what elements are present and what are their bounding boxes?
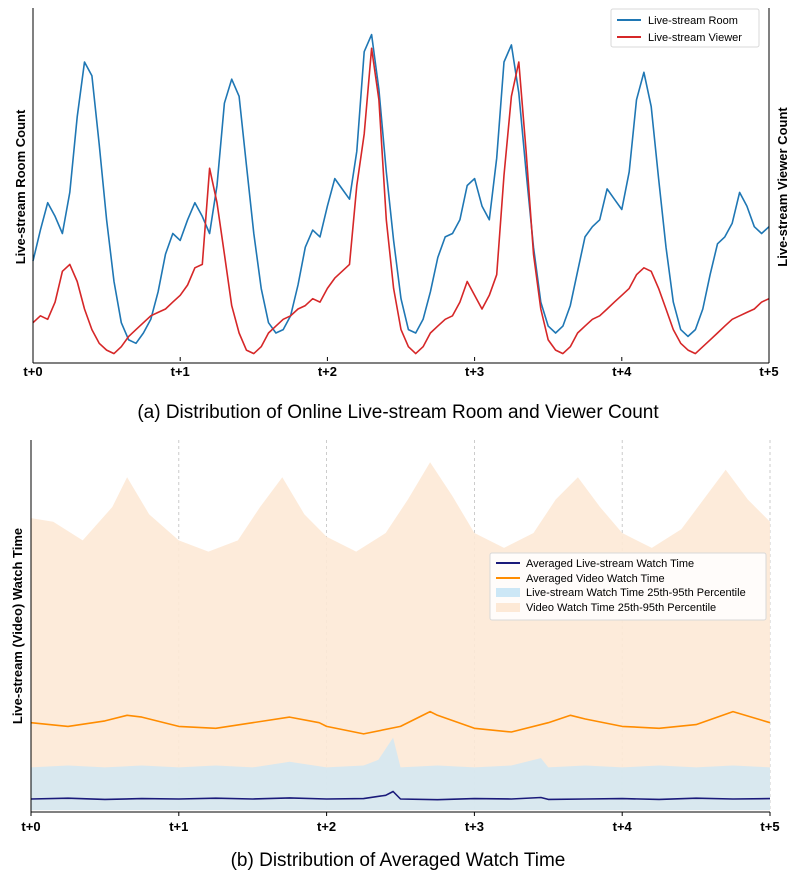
- tick-label-t-5: t+5: [759, 364, 778, 379]
- y-axis-label-b: Live-stream (Video) Watch Time: [10, 528, 25, 724]
- tick-label-t-4: t+4: [613, 819, 633, 834]
- legend-video-band-label: Video Watch Time 25th-95th Percentile: [526, 602, 716, 614]
- legend-b-box: [489, 552, 767, 621]
- legend-a-box: [610, 8, 760, 48]
- tick-label-t-3: t+3: [465, 364, 484, 379]
- plot-area-a: [32, 33, 770, 355]
- caption-b: (b) Distribution of Averaged Watch Time: [231, 850, 566, 871]
- x-ticks-a: t+0 t+1 t+2 t+3 t+4 t+5: [23, 357, 779, 379]
- tick-label-t-4: t+4: [612, 364, 632, 379]
- legend-live-avg-label: Averaged Live-stream Watch Time: [526, 558, 694, 570]
- x-ticks-b: t+0 t+1 t+2 t+3 t+4 t+5: [21, 812, 780, 834]
- series-line-averaged-live-stream-watch-time: [30, 790, 771, 801]
- y-axis-label-right: Live-stream Viewer Count: [775, 107, 790, 267]
- y-axis-label-left: Live-stream Room Count: [13, 109, 28, 264]
- legend-live-band-swatch: [496, 588, 520, 597]
- band-video-watch-time-25th-95th-percentile: [31, 462, 770, 811]
- legend-live-band-label: Live-stream Watch Time 25th-95th Percent…: [526, 587, 746, 599]
- band-live-stream-watch-time-25th-95th-percentile: [31, 737, 770, 811]
- tick-label-t-2: t+2: [317, 819, 336, 834]
- chart-watch-time: t+0 t+1 t+2 t+3 t+4 t+5 Live-stream (Video) W…: [10, 440, 780, 871]
- tick-label-t-5: t+5: [760, 819, 779, 834]
- series-line-averaged-video-watch-time: [30, 710, 771, 735]
- legend-room-label: Live-stream Room: [648, 15, 738, 27]
- tick-label-t-1: t+1: [169, 819, 188, 834]
- legend-video-band-swatch: [496, 603, 520, 612]
- series-line-live-stream-viewer: [32, 47, 770, 355]
- legend-a: Live-stream Room Live-stream Viewer: [610, 8, 760, 48]
- tick-label-t-3: t+3: [465, 819, 484, 834]
- tick-label-t-1: t+1: [171, 364, 190, 379]
- tick-label-t-0: t+0: [21, 819, 40, 834]
- legend-video-avg-label: Averaged Video Watch Time: [526, 573, 665, 585]
- chart-room-viewer: t+0 t+1 t+2 t+3 t+4 t+5 Live-stream Room Coun…: [13, 8, 790, 423]
- plot-area-b: [30, 462, 771, 811]
- tick-label-t-2: t+2: [318, 364, 337, 379]
- series-line-live-stream-room: [32, 33, 770, 345]
- caption-a: (a) Distribution of Online Live-stream R…: [137, 402, 659, 423]
- tick-label-t-0: t+0: [23, 364, 42, 379]
- legend-viewer-label: Live-stream Viewer: [648, 32, 742, 44]
- legend-b: Averaged Live-stream Watch Time Averaged…: [489, 552, 767, 621]
